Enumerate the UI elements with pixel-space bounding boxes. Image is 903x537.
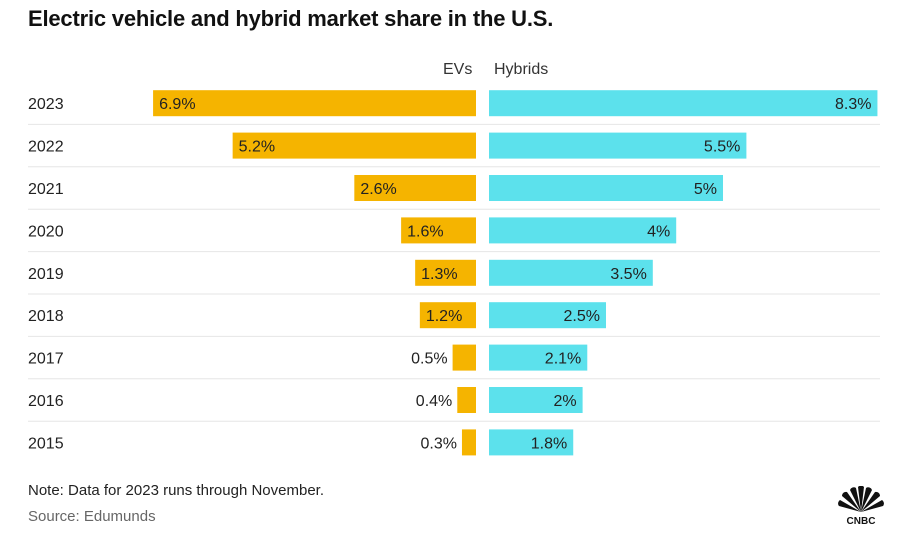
hybrid-value-label-2019: 3.5% (610, 266, 646, 283)
ev-bar-2016 (457, 387, 476, 413)
ev-value-label-2021: 2.6% (360, 181, 396, 198)
hybrid-bar-2019 (489, 259, 653, 286)
category-label-2021: 2021 (28, 181, 64, 198)
ev-bar-2019 (415, 259, 476, 286)
hybrid-value-label-2023: 8.3% (835, 96, 871, 113)
hybrid-value-label-2017: 2.1% (545, 351, 581, 368)
ev-value-label-2018: 1.2% (426, 308, 462, 325)
ev-bar-2023 (153, 90, 476, 117)
footnote: Note: Data for 2023 runs through Novembe… (28, 482, 325, 499)
cnbc-logo-text: CNBC (847, 516, 876, 526)
source-note: Source: Edumunds (28, 508, 156, 525)
hybrid-bar-2015 (489, 429, 574, 456)
category-label-2016: 2016 (28, 393, 64, 410)
category-label-2018: 2018 (28, 308, 64, 325)
hybrid-bar-2022 (489, 132, 747, 159)
hybrid-value-label-2015: 1.8% (531, 435, 567, 452)
hybrid-bar-2023 (489, 90, 878, 117)
hybrid-value-label-2016: 2% (553, 393, 576, 410)
chart-title: Electric vehicle and hybrid market share… (28, 6, 554, 31)
hybrid-value-label-2022: 5.5% (704, 139, 740, 156)
legend-evs: EVs (443, 61, 473, 78)
hybrid-bar-2017 (489, 344, 588, 371)
ev-value-label-2015: 0.3% (420, 435, 456, 452)
ev-bar-2020 (401, 217, 476, 244)
ev-bar-2021 (354, 175, 476, 201)
hybrid-bar-2020 (489, 217, 677, 244)
ev-value-label-2022: 5.2% (239, 139, 275, 156)
legend-hybrids: Hybrids (494, 61, 549, 78)
hybrid-value-label-2018: 2.5% (564, 308, 600, 325)
category-label-2020: 2020 (28, 223, 64, 240)
ev-bar-2022 (232, 132, 476, 159)
category-label-2017: 2017 (28, 351, 64, 368)
hybrid-value-label-2021: 5% (694, 181, 717, 198)
ev-bar-2018 (419, 302, 476, 329)
ev-bar-2015 (461, 429, 476, 456)
ev-bar-2017 (452, 344, 476, 371)
hybrid-bar-2016 (489, 387, 583, 413)
hybrid-bar-2021 (489, 175, 723, 201)
ev-value-label-2017: 0.5% (411, 351, 447, 368)
ev-value-label-2019: 1.3% (421, 266, 457, 283)
ev-value-label-2016: 0.4% (416, 393, 452, 410)
hybrid-value-label-2020: 4% (647, 223, 670, 240)
cnbc-peacock-logo: CNBC (838, 486, 884, 526)
category-label-2022: 2022 (28, 139, 64, 156)
category-label-2023: 2023 (28, 96, 64, 113)
ev-value-label-2020: 1.6% (407, 223, 443, 240)
category-label-2019: 2019 (28, 266, 64, 283)
hybrid-bar-2018 (489, 302, 606, 329)
ev-value-label-2023: 6.9% (159, 96, 195, 113)
category-label-2015: 2015 (28, 435, 64, 452)
